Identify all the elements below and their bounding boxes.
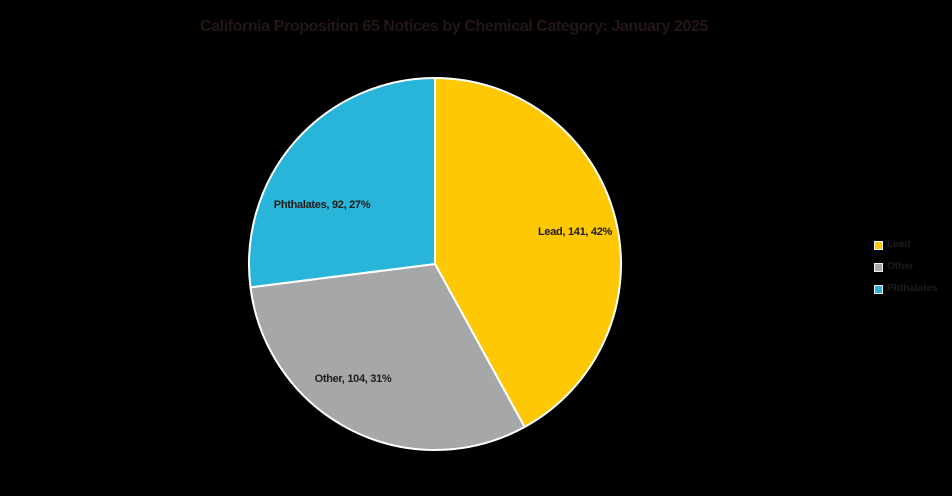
pie-slice-phthalates — [248, 77, 436, 289]
legend-label: Lead — [887, 239, 911, 250]
legend-item-phthalates: Phthalates — [874, 282, 938, 296]
pie-slice-other — [249, 263, 526, 451]
pie-data-label-lead: Lead, 141, 42% — [538, 226, 613, 238]
legend: Lead Other Phthalates — [874, 238, 938, 304]
legend-key-icon — [874, 262, 883, 272]
legend-key-icon — [874, 240, 883, 250]
pie-data-label-phthalates: Phthalates, 92, 27% — [274, 199, 371, 211]
legend-item-lead: Lead — [874, 238, 938, 252]
legend-item-other: Other — [874, 260, 938, 274]
legend-label: Other — [887, 261, 914, 272]
chart-title: California Proposition 65 Notices by Che… — [199, 18, 709, 35]
pie-slice-lead — [434, 77, 622, 428]
legend-label: Phthalates — [887, 283, 938, 294]
pie-data-label-other: Other, 104, 31% — [315, 373, 392, 385]
legend-key-icon — [874, 284, 883, 294]
